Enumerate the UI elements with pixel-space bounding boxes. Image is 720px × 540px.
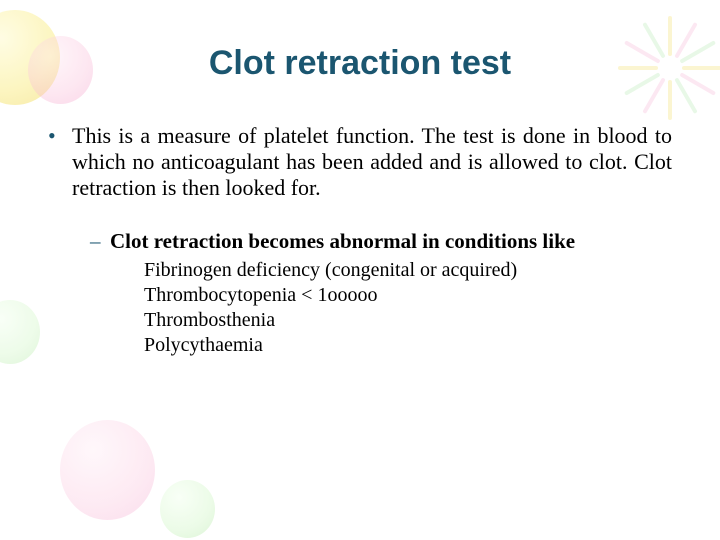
- dash-marker: –: [90, 229, 110, 254]
- slide-title: Clot retraction test: [48, 44, 672, 83]
- slide-body: • This is a measure of platelet function…: [48, 123, 672, 358]
- sub-heading: Clot retraction becomes abnormal in cond…: [110, 229, 575, 254]
- sub-items: Fibrinogen deficiency (congenital or acq…: [144, 258, 672, 358]
- bullet-level1: • This is a measure of platelet function…: [48, 123, 672, 201]
- sub-item: Thrombocytopenia < 1ooooo: [144, 283, 672, 308]
- slide: Clot retraction test • This is a measure…: [0, 0, 720, 540]
- bullet-marker: •: [48, 123, 72, 201]
- sub-item: Thrombosthenia: [144, 308, 672, 333]
- bullet-text: This is a measure of platelet function. …: [72, 123, 672, 201]
- sub-heading-row: – Clot retraction becomes abnormal in co…: [90, 229, 672, 254]
- sub-item: Polycythaemia: [144, 333, 672, 358]
- bullet-level2: – Clot retraction becomes abnormal in co…: [90, 229, 672, 358]
- sub-item: Fibrinogen deficiency (congenital or acq…: [144, 258, 672, 283]
